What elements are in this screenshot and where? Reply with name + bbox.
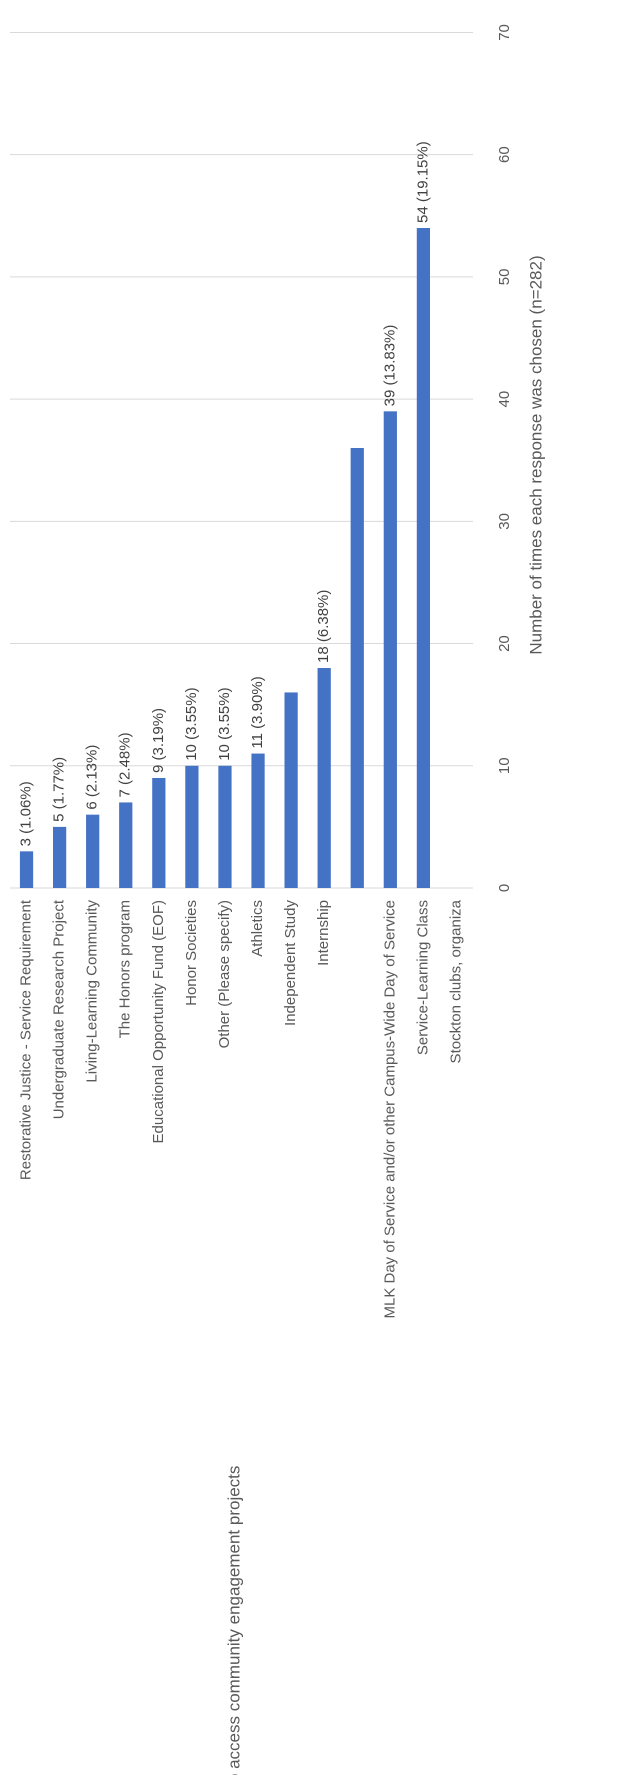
- bar: [152, 778, 166, 888]
- y-tick-label: Honor Societies: [183, 900, 200, 1006]
- bar: [416, 228, 431, 888]
- x-tick-label: 20: [496, 635, 513, 652]
- chart-body: Ways to access community engagement proj…: [10, 24, 545, 1775]
- data-label: 7 (2.48%): [117, 732, 134, 797]
- data-label: 10 (3.55%): [183, 687, 200, 760]
- data-label: 3 (1.06%): [18, 781, 35, 846]
- y-tick-label: Living-Learning Community: [84, 900, 101, 1083]
- x-tick-label: 10: [496, 757, 513, 774]
- x-tick-label: 70: [496, 24, 513, 41]
- bar: [86, 814, 100, 888]
- data-label: 39 (13.83%): [381, 325, 398, 407]
- bar: [317, 668, 331, 888]
- bar: [119, 802, 133, 888]
- y-tick-label: Restorative Justice - Service Requiremen…: [18, 899, 35, 1180]
- bar: [284, 692, 298, 888]
- x-tick-label: 60: [496, 146, 513, 163]
- bar: [19, 851, 34, 888]
- y-tick-label: Other (Please specify): [216, 900, 233, 1048]
- data-label: 10 (3.55%): [216, 687, 233, 760]
- data-label: 11 (3.90%): [249, 676, 266, 748]
- data-label: 6 (2.13%): [84, 745, 101, 810]
- x-axis-title: Number of times each response was chosen…: [526, 255, 545, 654]
- y-tick-label: Stockton clubs, organiza: [447, 899, 464, 1063]
- y-tick-label: Internship: [315, 900, 332, 966]
- bar: [383, 411, 397, 888]
- bar: [350, 448, 364, 888]
- y-tick-label: Undergraduate Research Project: [51, 899, 68, 1119]
- y-tick-label: The Honors program: [117, 900, 134, 1038]
- x-tick-label: 30: [496, 513, 513, 530]
- bar: [52, 826, 67, 888]
- bar: [185, 765, 199, 888]
- y-tick-label: MLK Day of Service and/or other Campus-W…: [381, 900, 398, 1319]
- y-tick-label: Educational Opportunity Fund (EOF): [150, 900, 167, 1143]
- y-tick-label: Athletics: [249, 900, 266, 957]
- bar: [218, 765, 232, 888]
- bar: [251, 753, 265, 888]
- y-tick-label: Service-Learning Class: [414, 900, 431, 1055]
- y-tick-label: Independent Study: [282, 900, 299, 1026]
- data-label: 54 (19.15%): [414, 141, 431, 223]
- data-label: 18 (6.38%): [315, 590, 332, 663]
- x-tick-label: 40: [496, 391, 513, 408]
- data-label: 9 (3.19%): [150, 708, 167, 773]
- x-tick-label: 0: [496, 884, 513, 892]
- x-tick-label: 50: [496, 269, 513, 286]
- data-label: 5 (1.77%): [51, 757, 68, 822]
- y-axis-title: Ways to access community engagement proj…: [224, 1466, 243, 1775]
